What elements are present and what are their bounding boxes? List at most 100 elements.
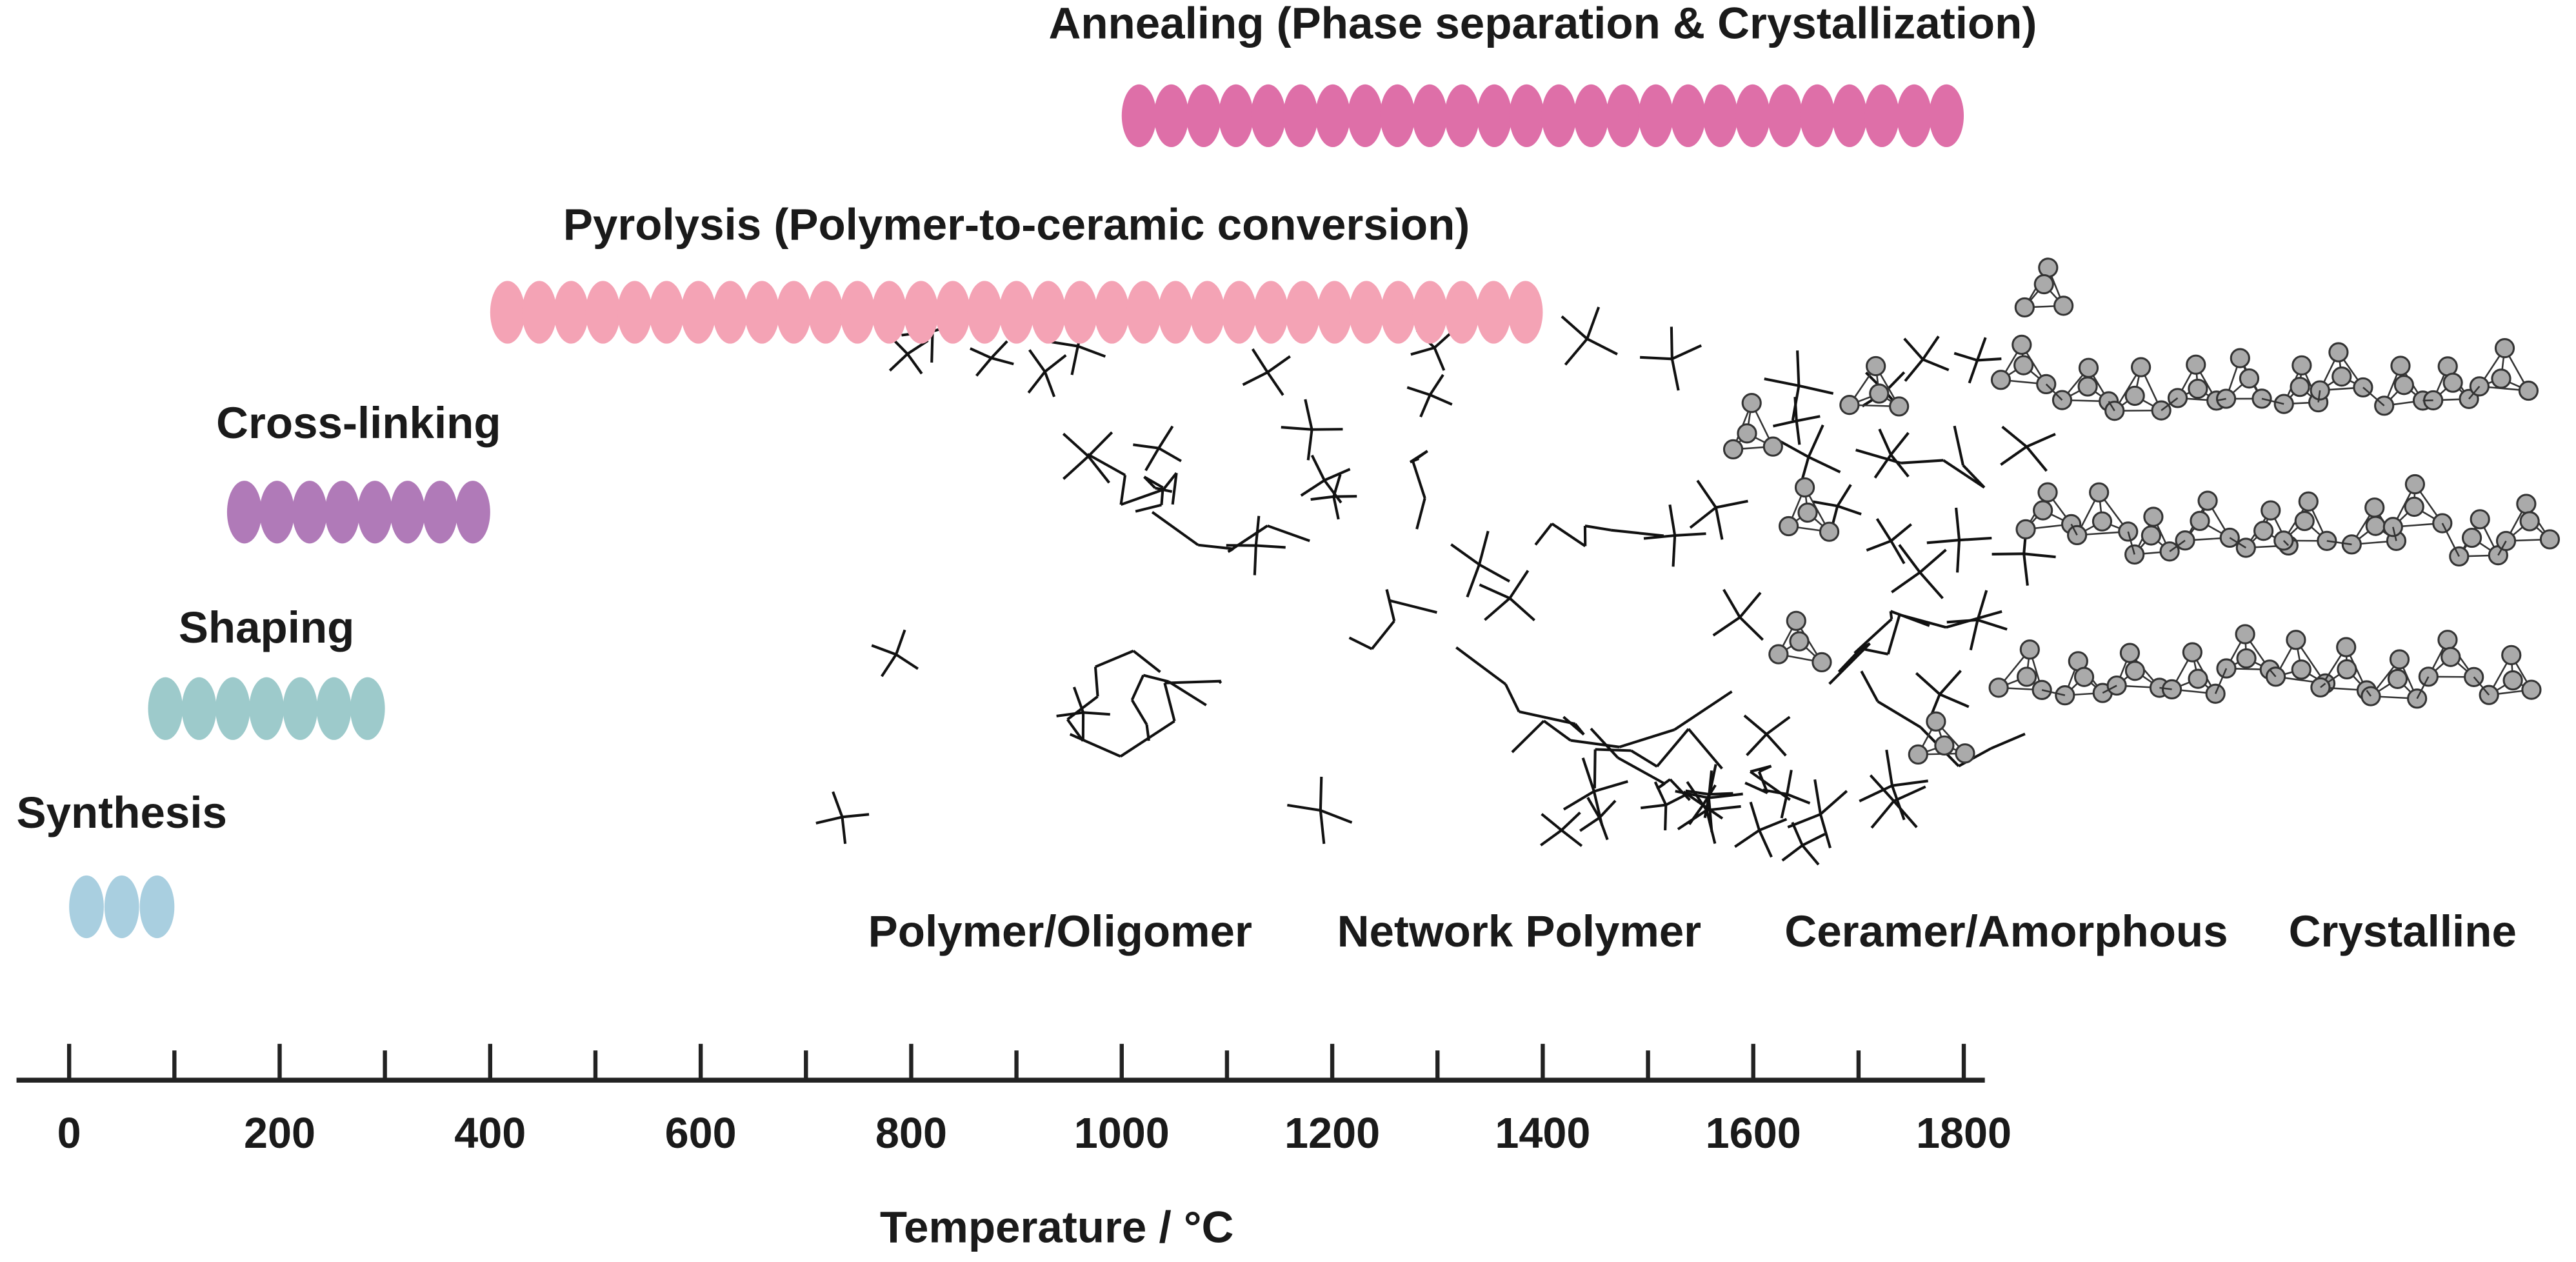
bond bbox=[1066, 695, 1099, 721]
bond bbox=[2326, 540, 2352, 546]
stage-label: Pyrolysis (Polymer-to-ceramic conversion… bbox=[563, 199, 1470, 250]
atom bbox=[1908, 744, 1928, 765]
bond bbox=[1477, 530, 1490, 565]
stage-oval bbox=[1606, 84, 1641, 148]
bond bbox=[1130, 699, 1148, 726]
stage-range bbox=[148, 677, 385, 740]
stage-oval bbox=[1283, 84, 1318, 148]
bond bbox=[1643, 534, 1675, 540]
atom bbox=[2033, 274, 2054, 295]
bond bbox=[1758, 829, 1773, 858]
x-tick-label: 1600 bbox=[1706, 1110, 1801, 1157]
atom bbox=[2470, 509, 2490, 530]
bond bbox=[1306, 429, 1313, 461]
stage-oval bbox=[1221, 281, 1257, 344]
bond bbox=[1915, 672, 1941, 696]
bond bbox=[1686, 781, 1708, 811]
bond bbox=[1304, 399, 1313, 430]
bond bbox=[1656, 778, 1672, 790]
atom bbox=[2337, 659, 2357, 680]
bond bbox=[1063, 455, 1090, 480]
atom bbox=[2014, 297, 2035, 318]
bond bbox=[1541, 813, 1563, 832]
bond bbox=[1168, 680, 1207, 706]
stage-oval bbox=[1253, 281, 1288, 344]
bond bbox=[1798, 384, 1834, 395]
bond bbox=[1669, 778, 1691, 801]
stage-oval bbox=[1186, 84, 1221, 148]
structure-label: Crystalline bbox=[2289, 906, 2517, 956]
bond bbox=[1242, 371, 1268, 386]
bond bbox=[2320, 683, 2326, 688]
atom bbox=[1778, 516, 1799, 537]
bond bbox=[1765, 716, 1791, 736]
atom bbox=[2491, 368, 2511, 389]
bond bbox=[1151, 511, 1199, 546]
stage-oval bbox=[1444, 84, 1480, 148]
bond bbox=[1551, 522, 1586, 548]
stage-oval bbox=[1218, 84, 1253, 148]
atom bbox=[2387, 668, 2408, 689]
atom bbox=[1955, 743, 1975, 764]
stage-oval bbox=[69, 875, 104, 939]
bond bbox=[1836, 484, 1852, 507]
stage-oval bbox=[872, 281, 907, 344]
stage-oval bbox=[455, 481, 490, 544]
bond bbox=[906, 353, 923, 375]
bond bbox=[1891, 571, 1921, 594]
x-tick-label: 1200 bbox=[1284, 1110, 1380, 1157]
bond bbox=[1479, 583, 1511, 600]
bond bbox=[1955, 507, 1961, 541]
bond bbox=[1786, 793, 1811, 805]
bond bbox=[1801, 844, 1820, 866]
bond bbox=[1579, 816, 1601, 832]
bond bbox=[1764, 377, 1799, 387]
stage-oval bbox=[808, 281, 843, 344]
bond bbox=[1617, 756, 1666, 785]
atom bbox=[2519, 511, 2540, 532]
structure-label: Polymer/Oligomer bbox=[868, 906, 1252, 956]
bond bbox=[1132, 650, 1161, 674]
bond bbox=[1808, 456, 1841, 474]
atom bbox=[1988, 677, 2009, 698]
stage-oval bbox=[554, 281, 589, 344]
bond bbox=[1406, 386, 1431, 396]
atom bbox=[2012, 334, 2032, 356]
bond bbox=[1890, 540, 1906, 565]
atom bbox=[2328, 342, 2349, 363]
bond bbox=[2000, 445, 2028, 466]
atom bbox=[2190, 510, 2210, 532]
bond bbox=[1689, 506, 1717, 529]
atom bbox=[2294, 510, 2315, 532]
stage-label: Cross-linking bbox=[216, 397, 501, 448]
bond bbox=[1077, 345, 1106, 358]
bond bbox=[1450, 543, 1481, 566]
bond bbox=[1890, 523, 1912, 542]
bond bbox=[2023, 552, 2056, 559]
atom bbox=[2143, 506, 2164, 527]
bond bbox=[1543, 719, 1572, 742]
stage-oval bbox=[490, 281, 525, 344]
atom bbox=[1722, 439, 1744, 460]
bond bbox=[1332, 496, 1340, 520]
bond bbox=[1586, 337, 1618, 356]
bond bbox=[1171, 472, 1178, 505]
atom bbox=[1819, 521, 1840, 542]
bond bbox=[1739, 616, 1764, 641]
bond bbox=[1598, 799, 1617, 819]
x-tick-label: 600 bbox=[665, 1110, 737, 1157]
atom bbox=[2124, 385, 2145, 406]
bond bbox=[1415, 497, 1426, 530]
atom bbox=[2197, 490, 2218, 511]
stage-oval bbox=[1031, 281, 1066, 344]
bond bbox=[1796, 350, 1801, 386]
bond bbox=[841, 817, 847, 845]
stage-oval bbox=[1832, 84, 1867, 148]
atom bbox=[2230, 348, 2250, 368]
bond bbox=[1389, 599, 1437, 614]
atom bbox=[2019, 639, 2040, 660]
bond bbox=[1795, 421, 1801, 445]
stage-oval bbox=[649, 281, 684, 344]
atom bbox=[2236, 648, 2257, 669]
